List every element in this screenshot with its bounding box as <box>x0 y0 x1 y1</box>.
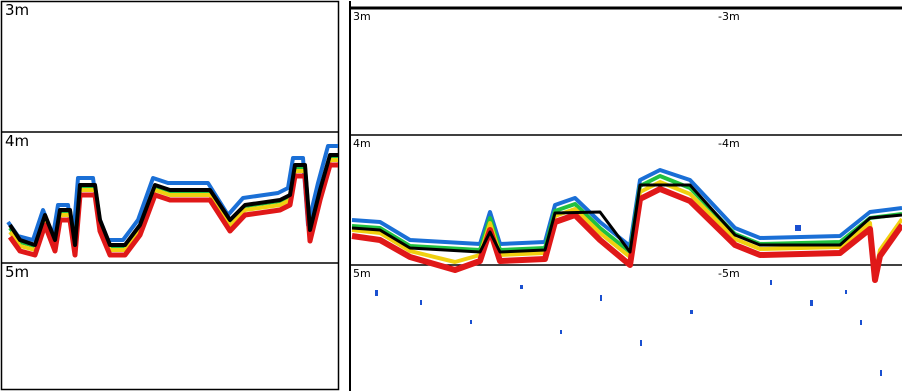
depth-label: 3m <box>5 1 29 19</box>
depth-label: 5m <box>5 263 29 281</box>
depth-label: 3m <box>353 10 371 23</box>
depth-label: 4m <box>353 137 371 150</box>
echo-band <box>351 168 902 283</box>
scatter-echo <box>375 225 882 376</box>
left-echogram: 3m 4m 5m <box>0 0 340 391</box>
depth-label: -3m <box>718 10 740 23</box>
depth-label: -5m <box>718 267 740 280</box>
depth-label: 4m <box>5 132 29 150</box>
depth-label: -4m <box>718 137 740 150</box>
right-echogram: 3m 4m 5m -3m -4m -5m <box>349 1 902 391</box>
echo-band <box>6 144 338 258</box>
depth-label: 5m <box>353 267 371 280</box>
